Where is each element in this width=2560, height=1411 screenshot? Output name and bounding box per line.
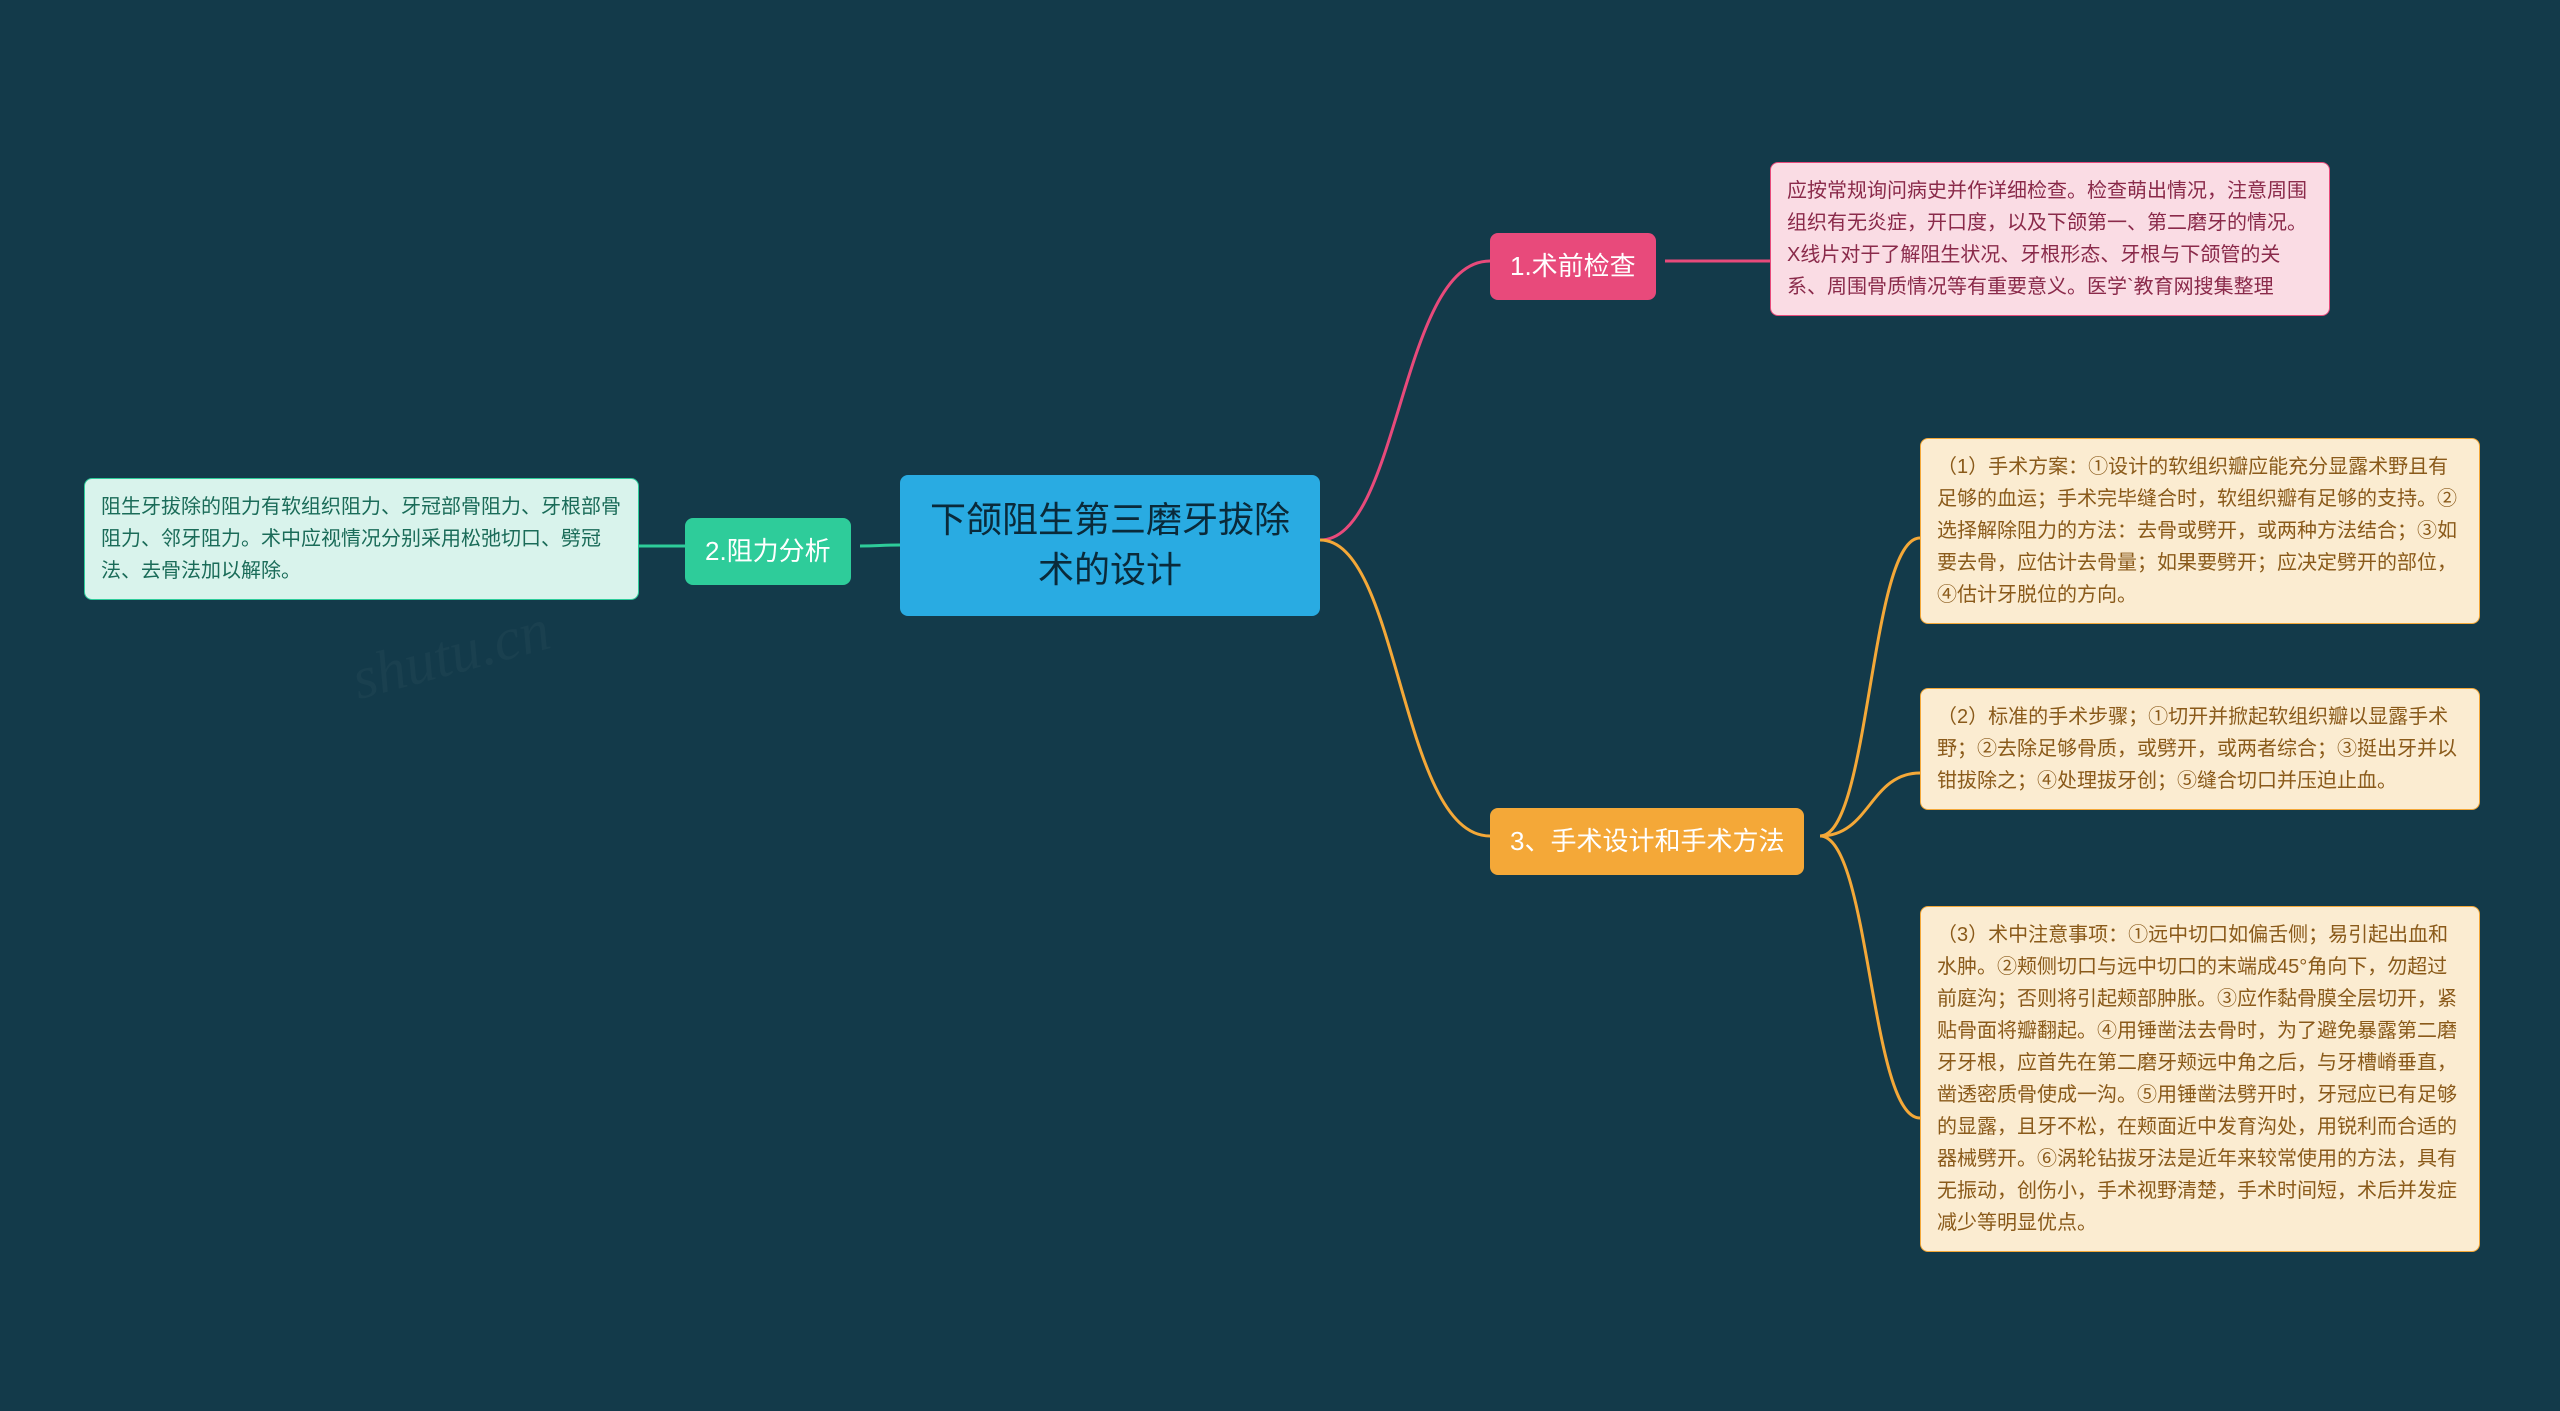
leaf-surgical-notes[interactable]: （3）术中注意事项：①远中切口如偏舌侧；易引起出血和水肿。②颊侧切口与远中切口的…	[1920, 906, 2480, 1252]
branch-surgical-design[interactable]: 3、手术设计和手术方法	[1490, 808, 1804, 875]
center-node[interactable]: 下颌阻生第三磨牙拔除术的设计	[900, 475, 1320, 616]
watermark: shutu.cn	[345, 595, 558, 714]
branch-resistance-analysis[interactable]: 2.阻力分析	[685, 518, 851, 585]
branch-preop-check[interactable]: 1.术前检查	[1490, 233, 1656, 300]
leaf-surgical-steps[interactable]: （2）标准的手术步骤；①切开并掀起软组织瓣以显露手术野；②去除足够骨质，或劈开，…	[1920, 688, 2480, 810]
leaf-preop-detail[interactable]: 应按常规询问病史并作详细检查。检查萌出情况，注意周围组织有无炎症，开口度，以及下…	[1770, 162, 2330, 316]
leaf-surgical-plan[interactable]: （1）手术方案：①设计的软组织瓣应能充分显露术野且有足够的血运；手术完毕缝合时，…	[1920, 438, 2480, 624]
leaf-resistance-detail[interactable]: 阻生牙拔除的阻力有软组织阻力、牙冠部骨阻力、牙根部骨阻力、邻牙阻力。术中应视情况…	[84, 478, 639, 600]
